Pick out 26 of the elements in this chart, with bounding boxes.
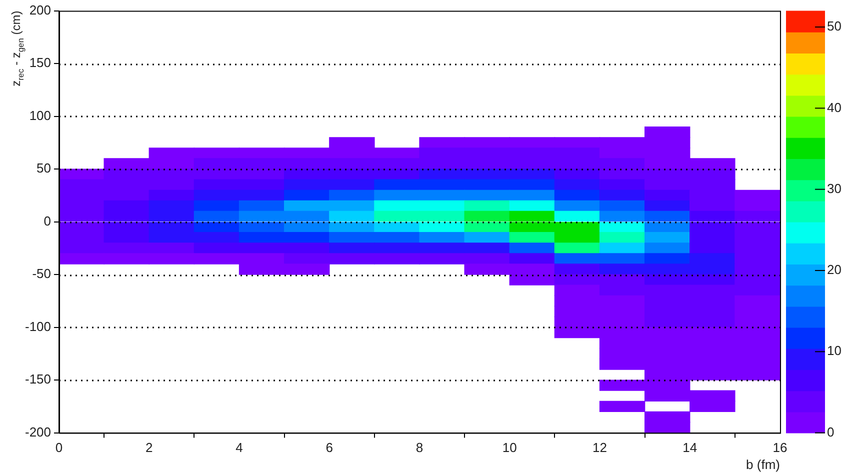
color-bar-label: 10 <box>827 343 842 358</box>
x-tick-label: 2 <box>146 440 153 456</box>
color-bar-label: 50 <box>827 18 842 34</box>
color-bar-label: 0 <box>827 424 834 440</box>
x-tick-label: 6 <box>326 440 334 456</box>
x-tick-label: 4 <box>236 440 243 456</box>
color-bar-label: 40 <box>827 100 842 115</box>
y-tick-label: -150 <box>24 372 52 387</box>
y-axis-title: zrec - zgen (cm) <box>9 10 26 86</box>
y-tick-label: -200 <box>24 424 52 440</box>
y-tick-label: -100 <box>24 318 52 334</box>
x-tick-label: 12 <box>592 440 607 456</box>
y-tick-label: 150 <box>29 55 52 70</box>
y-tick-label: 0 <box>44 213 52 228</box>
x-tick-label: 8 <box>416 440 424 456</box>
y-tick-label: 100 <box>29 108 52 123</box>
x-tick-label: 10 <box>502 440 517 456</box>
color-bar-label: 30 <box>827 180 842 196</box>
y-tick-label: 50 <box>36 160 52 176</box>
x-tick-label: 14 <box>682 440 698 456</box>
y-tick-label: 200 <box>29 2 52 18</box>
y-tick-label: -50 <box>32 266 52 282</box>
x-tick-label: 16 <box>772 440 788 456</box>
x-tick-label: 0 <box>55 440 63 456</box>
x-axis-title: b (fm) <box>746 456 780 472</box>
color-bar-label: 20 <box>827 262 842 278</box>
